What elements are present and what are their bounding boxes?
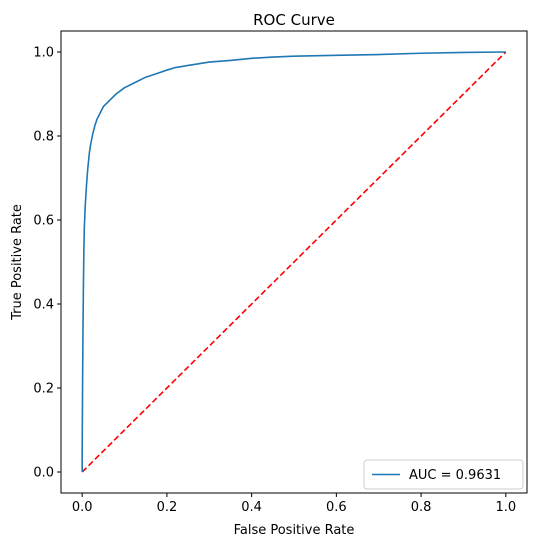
y-tick-label: 0.0: [33, 466, 54, 481]
x-tick-label: 0.4: [241, 500, 262, 515]
legend: AUC = 0.9631: [363, 459, 524, 490]
x-tick-label: 0.0: [72, 500, 93, 515]
y-tick-label: 0.4: [33, 298, 54, 313]
roc-curve-line: [81, 51, 506, 472]
x-axis-label: False Positive Rate: [234, 523, 355, 538]
plot-area: [60, 30, 528, 494]
y-axis-ticks: 0.0 0.2 0.4 0.6 0.8 1.0: [33, 46, 61, 481]
plot-frame: [60, 30, 528, 494]
x-axis-ticks: 0.0 0.2 0.4 0.6 0.8 1.0: [72, 493, 516, 515]
random-baseline-line: [81, 51, 507, 473]
x-tick-label: 1.0: [495, 500, 516, 515]
x-tick-label: 0.2: [157, 500, 178, 515]
y-tick-label: 0.6: [33, 214, 54, 229]
x-tick-label: 0.6: [326, 500, 347, 515]
series-layer: [81, 51, 507, 473]
y-tick-label: 1.0: [33, 46, 54, 61]
chart-title: ROC Curve: [253, 11, 335, 29]
y-tick-label: 0.8: [33, 130, 54, 145]
legend-box: [363, 459, 524, 490]
y-axis-label: True Positive Rate: [10, 204, 25, 321]
y-tick-label: 0.2: [33, 382, 54, 397]
legend-label: AUC = 0.9631: [409, 468, 501, 483]
x-tick-label: 0.8: [411, 500, 432, 515]
